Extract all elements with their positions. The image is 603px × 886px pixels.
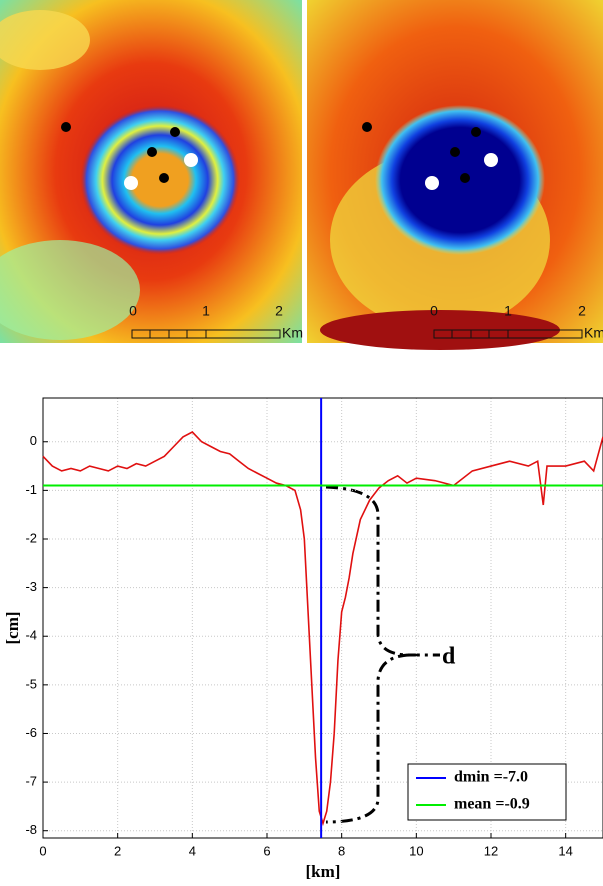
x-tick-label: 4 (189, 843, 196, 858)
y-tick-label: -7 (25, 774, 37, 789)
y-tick-label: -4 (25, 628, 37, 643)
annotation: d (442, 644, 456, 670)
scale-unit: Km (282, 325, 303, 341)
x-tick-label: 6 (263, 843, 270, 858)
scale-label: 1 (504, 303, 512, 319)
map-right (307, 0, 603, 350)
x-tick-label: 12 (484, 843, 498, 858)
plot-frame (42, 397, 603, 839)
scale-label: 0 (430, 303, 438, 319)
data-line (42, 431, 603, 827)
y-tick-label: -6 (25, 725, 37, 740)
y-tick-label: -3 (25, 579, 37, 594)
scale-label: 2 (275, 303, 283, 319)
scale-label: 1 (202, 303, 210, 319)
scale-label: 2 (578, 303, 586, 319)
x-tick-label: 2 (114, 843, 121, 858)
x-tick-label: 10 (409, 843, 423, 858)
map-left (0, 0, 302, 343)
y-tick-label: 0 (30, 433, 37, 448)
x-tick-label: 14 (558, 843, 572, 858)
y-tick-label: -1 (25, 482, 37, 497)
y-tick-label: -5 (25, 676, 37, 691)
legend-label: mean =-0.9 (454, 796, 530, 813)
x-tick-label: 0 (39, 843, 46, 858)
x-tick-label: 8 (338, 843, 345, 858)
annotation-bracket (325, 485, 440, 824)
scale-label: 0 (129, 303, 137, 319)
y-tick-label: -8 (25, 822, 37, 837)
legend-label: dmin =-7.0 (454, 769, 528, 786)
y-axis-label: [cm] (3, 611, 22, 644)
legend-box (407, 763, 567, 821)
y-tick-label: -2 (25, 530, 37, 545)
x-axis-label: [km] (306, 862, 341, 881)
scale-unit: Km (584, 325, 603, 341)
